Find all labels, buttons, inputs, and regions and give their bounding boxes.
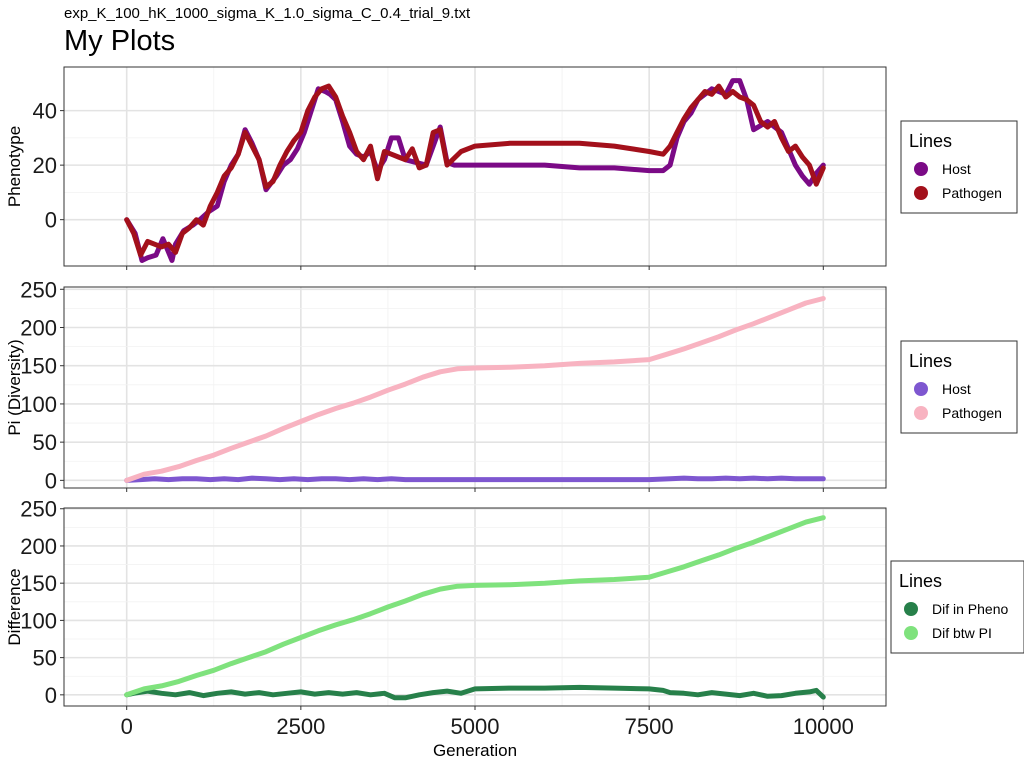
legend-label-host: Host (942, 381, 971, 397)
y-axis-title: Pi (Diversity) (5, 339, 24, 435)
x-axis-title: Generation (433, 741, 517, 760)
legend: Lines Dif in Pheno Dif btw PI (890, 560, 1024, 654)
legend-title: Lines (909, 131, 952, 151)
chart-subtitle: exp_K_100_hK_1000_sigma_K_1.0_sigma_C_0.… (64, 5, 471, 22)
legend-title: Lines (909, 351, 952, 371)
x-tick-label: 5000 (451, 714, 500, 739)
x-tick-label: 0 (121, 714, 133, 739)
y-tick-label: 200 (20, 316, 57, 341)
legend: Lines Host Pathogen (900, 120, 1018, 214)
legend-key-dif-in-pheno (904, 602, 918, 616)
legend-key-host (914, 382, 928, 396)
y-tick-label: 50 (33, 430, 57, 455)
legend-label-host: Host (942, 161, 971, 177)
series-line-host (124, 475, 826, 483)
legend-title: Lines (899, 571, 942, 591)
y-axis-title: Phenotype (5, 126, 24, 207)
y-tick-label: 100 (20, 392, 57, 417)
series-line-pathogen (124, 296, 826, 483)
series-line-dif-in-pheno (124, 684, 826, 701)
legend-key-pathogen (914, 186, 928, 200)
y-tick-label: 100 (20, 608, 57, 633)
y-tick-label: 0 (45, 468, 57, 493)
y-tick-label: 150 (20, 571, 57, 596)
y-axis-title: Difference (5, 568, 24, 645)
y-tick-label: 200 (20, 534, 57, 559)
chart-title: My Plots (64, 25, 176, 57)
legend-key-pathogen (914, 406, 928, 420)
legend-key-host (914, 162, 928, 176)
legend-label-dif-btw-pi: Dif btw PI (932, 625, 992, 641)
series-line-pathogen (124, 83, 826, 258)
y-tick-label: 40 (33, 99, 57, 124)
x-tick-label: 7500 (625, 714, 674, 739)
y-tick-label: 50 (33, 646, 57, 671)
y-tick-label: 150 (20, 354, 57, 379)
y-tick-label: 0 (45, 683, 57, 708)
y-tick-label: 20 (33, 153, 57, 178)
legend: Lines Host Pathogen (900, 340, 1018, 434)
x-tick-label: 2500 (276, 714, 325, 739)
diversity-panel: 0 50 100 150 200 250 Pi (Diversity) Lines Host Pa… (5, 277, 1018, 493)
y-tick-label: 250 (20, 497, 57, 522)
y-tick-label: 0 (45, 208, 57, 233)
legend-label-pathogen: Pathogen (942, 185, 1002, 201)
y-tick-label: 250 (20, 277, 57, 302)
phenotype-panel: 0 20 40 Phenotype Lines Host Pathogen (5, 66, 1018, 270)
series-line-dif-btw-pi (124, 515, 826, 698)
legend-key-dif-btw-pi (904, 626, 918, 640)
legend-label-dif-in-pheno: Dif in Pheno (932, 601, 1008, 617)
x-tick-label: 10000 (793, 714, 854, 739)
legend-label-pathogen: Pathogen (942, 405, 1002, 421)
